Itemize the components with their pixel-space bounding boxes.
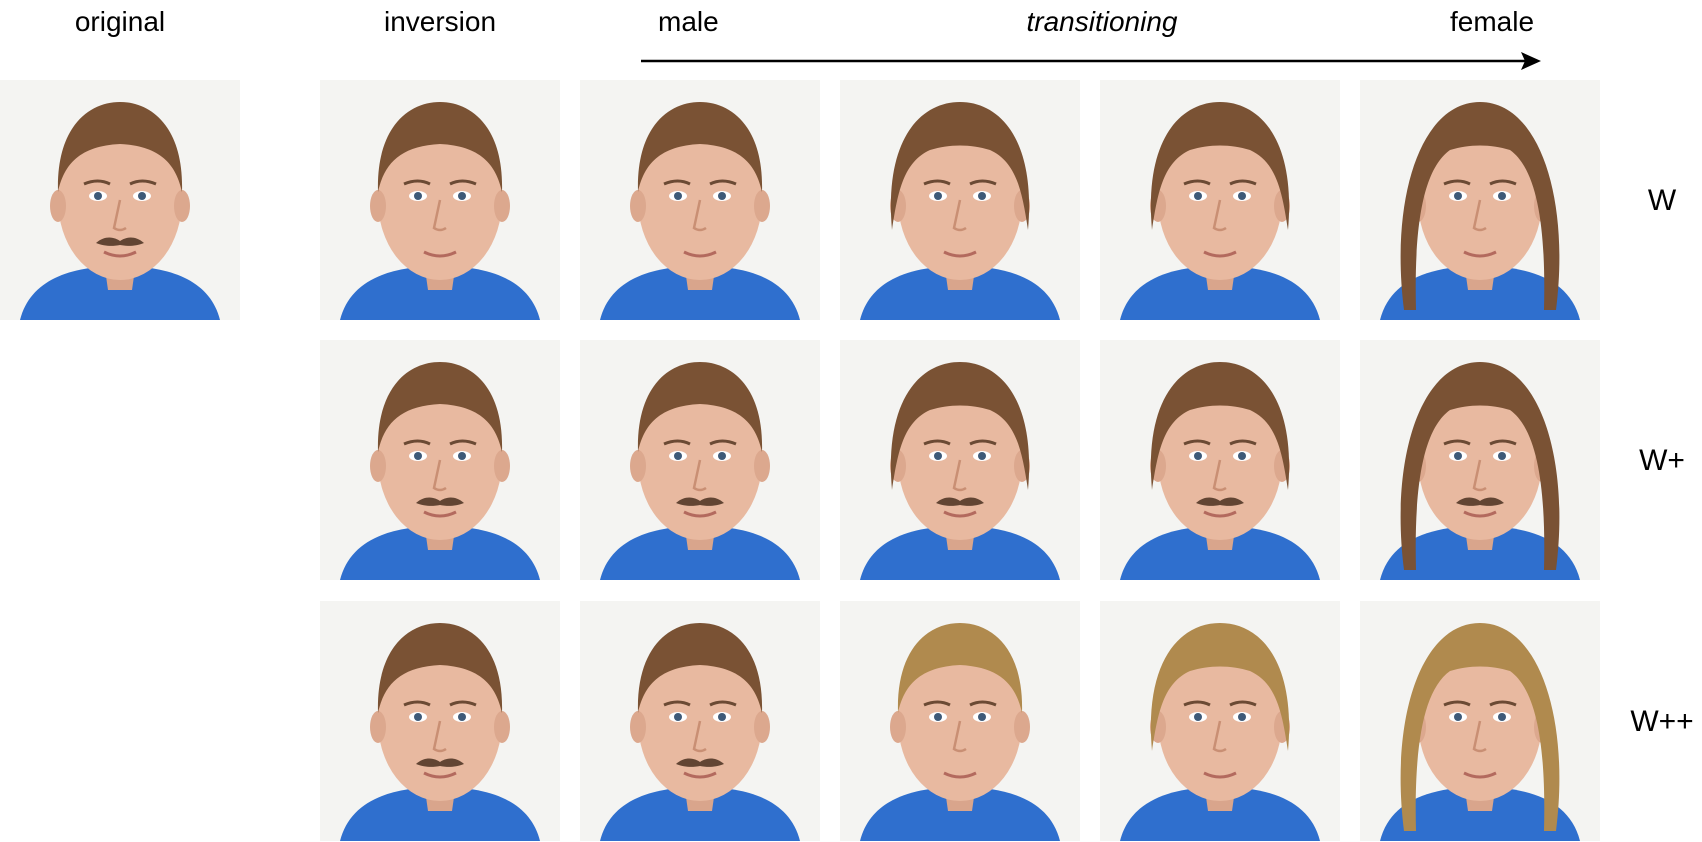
face-image-wplusplus-inversion <box>320 601 560 841</box>
row-label-w: W <box>1647 184 1677 217</box>
face-image-wplus-female <box>1360 340 1600 580</box>
face-image-wplusplus-male <box>580 601 820 841</box>
row-label-w-plus-plus: W++ <box>1630 705 1694 738</box>
face-image-wplus-transitioning-2 <box>1100 340 1340 580</box>
face-image-wplus-inversion <box>320 340 560 580</box>
header-male: male <box>658 6 719 37</box>
header-female: female <box>1450 6 1535 37</box>
right-arrow-icon <box>641 52 1541 70</box>
face-image-wplus-transitioning-1 <box>840 340 1080 580</box>
face-image-w-female <box>1360 80 1600 320</box>
header-transitioning: transitioning <box>1026 6 1178 37</box>
face-image-w-transitioning-2 <box>1100 80 1340 320</box>
face-image-original-original <box>0 80 240 320</box>
header-original: original <box>74 6 166 37</box>
face-image-wplusplus-transitioning-2 <box>1100 601 1340 841</box>
face-image-w-transitioning-1 <box>840 80 1080 320</box>
face-image-wplus-male <box>580 340 820 580</box>
face-image-w-inversion <box>320 80 560 320</box>
row-label-w-plus: W+ <box>1639 444 1685 477</box>
header-inversion: inversion <box>383 6 497 37</box>
face-image-wplusplus-female <box>1360 601 1600 841</box>
face-image-wplusplus-transitioning-1 <box>840 601 1080 841</box>
face-image-w-male <box>580 80 820 320</box>
